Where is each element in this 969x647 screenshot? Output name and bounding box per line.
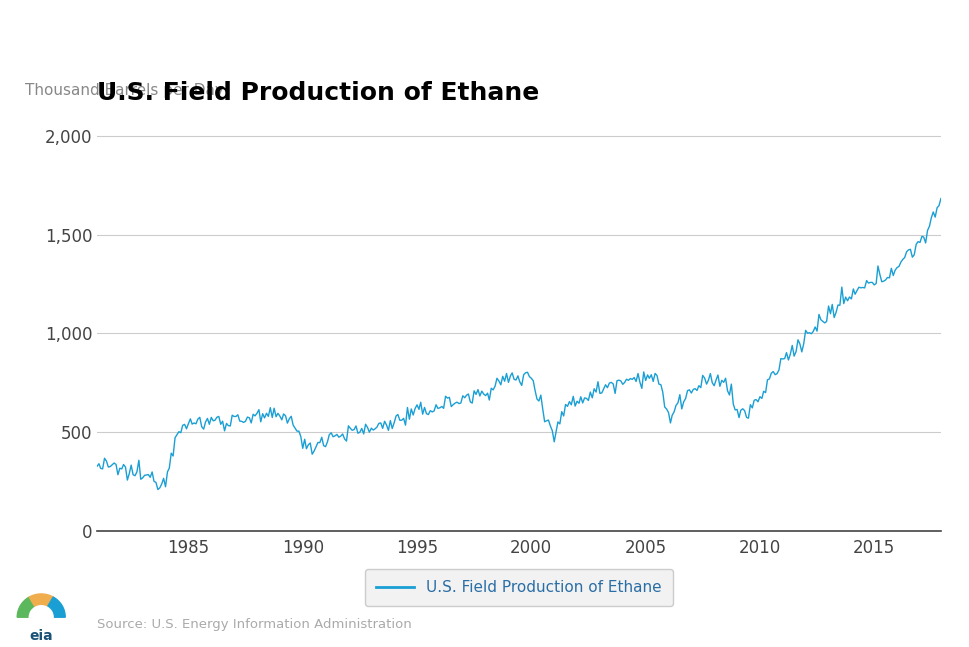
Text: eia: eia — [29, 629, 53, 643]
Text: Source: U.S. Energy Information Administration: Source: U.S. Energy Information Administ… — [97, 618, 411, 631]
Legend: U.S. Field Production of Ethane: U.S. Field Production of Ethane — [365, 569, 672, 606]
Text: U.S. Field Production of Ethane: U.S. Field Production of Ethane — [97, 81, 539, 105]
Wedge shape — [29, 594, 53, 606]
Text: Thousand Barrels per Day: Thousand Barrels per Day — [25, 83, 224, 98]
Line: U.S. Field Production of Ethane: U.S. Field Production of Ethane — [97, 199, 940, 490]
Wedge shape — [47, 597, 65, 617]
Wedge shape — [17, 597, 35, 617]
